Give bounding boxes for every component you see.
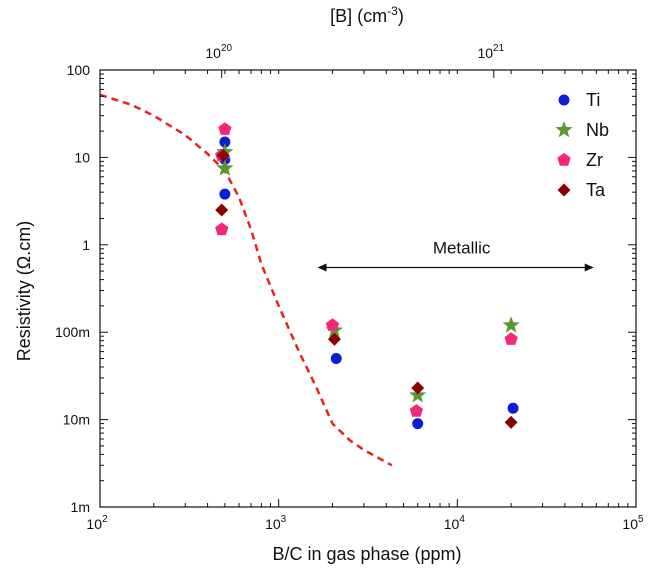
y-tick-label: 100 <box>67 62 91 78</box>
annotation-label: Metallic <box>433 238 491 257</box>
legend-label-ta: Ta <box>586 180 606 200</box>
x-axis-title: B/C in gas phase (ppm) <box>272 544 461 564</box>
legend-marker-zr <box>557 153 571 166</box>
fit-curve-layer <box>99 93 393 467</box>
legend-label-nb: Nb <box>586 120 609 140</box>
data-point-ti <box>219 188 231 200</box>
data-point-ti <box>507 402 519 414</box>
legend-label-ti: Ti <box>586 90 600 110</box>
annotation-layer: Metallic <box>317 238 594 272</box>
x-tick-label: 105 <box>622 514 644 532</box>
data-points-layer <box>215 122 520 430</box>
data-point-zr <box>215 222 229 236</box>
data-point-zr <box>325 318 340 331</box>
legend-label-zr: Zr <box>586 150 603 170</box>
data-point-zr <box>504 332 518 345</box>
data-point-zr <box>409 404 423 417</box>
top-tick-label: 1021 <box>477 43 504 61</box>
legend-marker-ti <box>558 94 570 106</box>
data-point-ti <box>412 418 424 430</box>
y-tick-label: 10 <box>74 149 90 165</box>
fit-curve <box>99 93 393 467</box>
data-point-ta <box>327 332 341 346</box>
x-tick-label: 104 <box>444 514 466 532</box>
data-point-zr <box>218 122 232 135</box>
data-point-nb <box>216 159 234 176</box>
plot-frame <box>99 69 637 508</box>
y-tick-label: 10m <box>63 412 90 428</box>
data-point-ta <box>216 149 230 162</box>
top-tick-label: 1020 <box>205 43 232 61</box>
y-tick-label: 1m <box>71 499 90 515</box>
data-point-ti <box>330 353 342 365</box>
data-point-ta <box>411 381 425 395</box>
y-tick-label: 100m <box>55 324 90 340</box>
data-point-ta <box>215 203 229 217</box>
y-axis-title: Resistivity (Ω.cm) <box>14 221 34 361</box>
y-tick-label: 1 <box>82 237 90 253</box>
legend-marker-ta <box>557 183 571 197</box>
legend: Ti Nb Zr Ta <box>555 90 609 200</box>
axes-layer: 102 103 104 105 1m 10m 100m 1 10 100 1020 1021 <box>55 43 644 532</box>
data-point-ta <box>504 415 518 429</box>
top-axis-title: [B] (cm-3) <box>330 4 404 26</box>
data-point-nb <box>502 316 520 333</box>
arrowhead-left <box>317 263 327 272</box>
data-point-ti <box>219 136 231 148</box>
x-tick-label: 102 <box>86 514 108 532</box>
legend-marker-nb <box>555 121 573 138</box>
arrowhead-right <box>584 263 594 272</box>
x-tick-label: 103 <box>265 514 287 532</box>
